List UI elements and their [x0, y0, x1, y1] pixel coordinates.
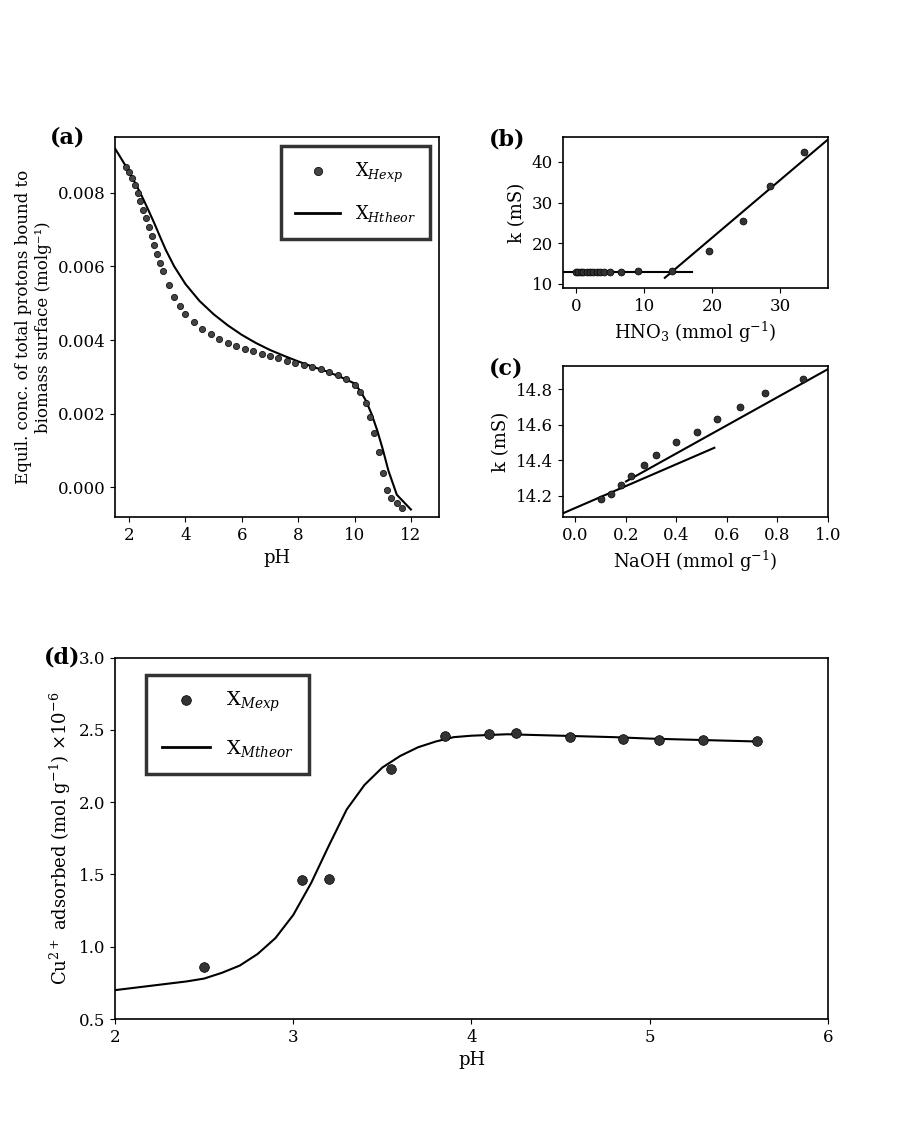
Y-axis label: Equil. conc. of total protons bound to
biomass surface (molg⁻¹): Equil. conc. of total protons bound to b…: [16, 169, 51, 484]
Y-axis label: Cu$^{2+}$ adsorbed (mol g$^{-1}$) ×10$^{-6}$: Cu$^{2+}$ adsorbed (mol g$^{-1}$) ×10$^{…: [48, 692, 74, 985]
Y-axis label: k (mS): k (mS): [508, 182, 526, 243]
Text: (a): (a): [51, 126, 85, 148]
X-axis label: NaOH (mmol g$^{-1}$): NaOH (mmol g$^{-1}$): [612, 550, 777, 575]
Legend: X$_{Mexp}$, X$_{Mtheor}$: X$_{Mexp}$, X$_{Mtheor}$: [146, 674, 309, 774]
Y-axis label: k (mS): k (mS): [492, 411, 510, 472]
Text: (c): (c): [488, 357, 523, 379]
X-axis label: HNO$_3$ (mmol g$^{-1}$): HNO$_3$ (mmol g$^{-1}$): [614, 321, 776, 346]
Legend: X$_{Hexp}$, X$_{Htheor}$: X$_{Hexp}$, X$_{Htheor}$: [280, 147, 429, 238]
Text: (d): (d): [44, 647, 80, 669]
X-axis label: pH: pH: [458, 1051, 484, 1069]
Text: (b): (b): [488, 128, 525, 150]
X-axis label: pH: pH: [263, 550, 290, 567]
